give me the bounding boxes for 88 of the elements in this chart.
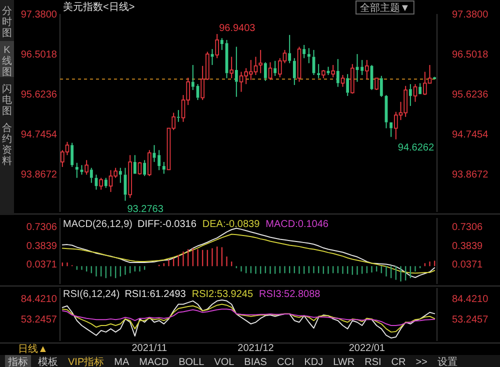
candlestick bbox=[264, 62, 267, 82]
y2-tick-label: 97.3800 bbox=[452, 10, 489, 20]
candlestick bbox=[317, 64, 320, 79]
candlestick bbox=[360, 59, 364, 76]
text: VIP指标 bbox=[68, 356, 104, 367]
y2-tick-label: 95.6236 bbox=[452, 89, 489, 100]
text: 模板 bbox=[38, 356, 58, 367]
x-tick-label: 2021/11 bbox=[132, 343, 168, 354]
line-series bbox=[62, 308, 436, 326]
candlestick bbox=[413, 84, 418, 102]
series-label: DEA:-0.0839 bbox=[202, 219, 260, 230]
candlestick bbox=[118, 167, 122, 184]
candlestick bbox=[292, 58, 296, 86]
y2-tick-label: 0.7306 bbox=[452, 222, 484, 234]
annotation: 94.6262 bbox=[398, 142, 435, 154]
text: MA bbox=[114, 357, 130, 367]
text: CCI bbox=[276, 357, 294, 367]
y2-tick-label: 96.5018 bbox=[452, 49, 489, 60]
candlestick bbox=[365, 59, 369, 80]
y-tick-label: 97.3800 bbox=[20, 10, 58, 20]
text: 分时图 bbox=[2, 5, 12, 39]
annotation: 96.9403 bbox=[219, 23, 256, 34]
candlestick bbox=[176, 110, 180, 122]
candlestick bbox=[158, 150, 161, 171]
text: LWR bbox=[333, 357, 355, 367]
y-tick-label: 0.3839 bbox=[26, 240, 58, 252]
line-series bbox=[62, 234, 436, 274]
candlestick bbox=[80, 164, 84, 176]
y2-tick-label: 94.7454 bbox=[452, 129, 489, 140]
text: 指标 bbox=[7, 356, 28, 367]
candlestick bbox=[302, 44, 306, 59]
x-tick-label: 2021/12 bbox=[238, 343, 274, 354]
y-tick-label: 95.6236 bbox=[20, 89, 58, 100]
text: 合约资料 bbox=[2, 122, 12, 167]
candlestick bbox=[258, 49, 262, 74]
y-tick-label: 93.8672 bbox=[20, 169, 58, 180]
text: MACD bbox=[139, 357, 169, 367]
text: KDJ bbox=[304, 357, 324, 367]
candlestick bbox=[331, 64, 335, 78]
line-series bbox=[62, 304, 436, 333]
y-tick-label: 84.4210 bbox=[20, 294, 58, 305]
candlestick bbox=[162, 161, 166, 174]
chart-title: MACD(26,12,9) bbox=[63, 219, 132, 230]
series-label: RSI1:61.2493 bbox=[124, 289, 186, 300]
text: BOLL bbox=[178, 357, 205, 367]
text: 日线▲ bbox=[18, 343, 48, 355]
x-tick-label: 2022/01 bbox=[348, 343, 386, 354]
line-series bbox=[62, 228, 436, 278]
y2-tick-label: 93.8672 bbox=[452, 169, 489, 180]
y-tick-label: 53.2457 bbox=[20, 314, 58, 326]
line-series bbox=[62, 299, 436, 338]
series-label: RSI2:53.9245 bbox=[192, 289, 254, 300]
text: RSI bbox=[364, 357, 382, 367]
text: 闪电图 bbox=[2, 83, 12, 117]
candlestick bbox=[274, 60, 277, 76]
text: >> bbox=[416, 357, 428, 367]
y2-tick-label: 53.2457 bbox=[452, 314, 489, 326]
y2-tick-label: 0.3839 bbox=[452, 240, 484, 252]
candlestick bbox=[75, 162, 78, 178]
y2-tick-label: 0.0371 bbox=[452, 260, 484, 271]
candlestick bbox=[220, 38, 224, 50]
annotation: MACD:0.1046 bbox=[266, 219, 329, 230]
candlestick bbox=[230, 56, 234, 79]
series-label: DIFF:-0.0316 bbox=[137, 219, 197, 230]
candlestick bbox=[234, 46, 238, 98]
text: K线图 bbox=[2, 45, 12, 78]
chart-title: RSI(6,12,24) bbox=[63, 289, 120, 300]
candlestick bbox=[191, 64, 194, 91]
candlestick bbox=[210, 48, 214, 66]
text: 设置 bbox=[437, 356, 458, 367]
chart-title: 美元指数<日线> bbox=[63, 1, 135, 13]
candlestick bbox=[307, 48, 310, 64]
y-tick-label: 0.0371 bbox=[26, 260, 58, 271]
candlestick bbox=[128, 154, 132, 198]
text: CR bbox=[391, 357, 406, 367]
y-tick-label: 94.7454 bbox=[20, 129, 58, 140]
candlestick bbox=[336, 58, 340, 88]
candlestick bbox=[346, 74, 350, 96]
candlestick bbox=[143, 160, 146, 177]
series-label: RSI3:52.8088 bbox=[259, 289, 321, 300]
text: 全部主题▼ bbox=[360, 2, 410, 14]
text: VOL bbox=[214, 357, 235, 367]
annotation: 93.2763 bbox=[127, 204, 164, 215]
text: BIAS bbox=[244, 357, 268, 367]
y2-tick-label: 84.4210 bbox=[452, 294, 489, 305]
candlestick bbox=[408, 84, 412, 106]
y-tick-label: 96.5018 bbox=[20, 49, 58, 60]
y-tick-label: 0.7306 bbox=[26, 222, 58, 234]
